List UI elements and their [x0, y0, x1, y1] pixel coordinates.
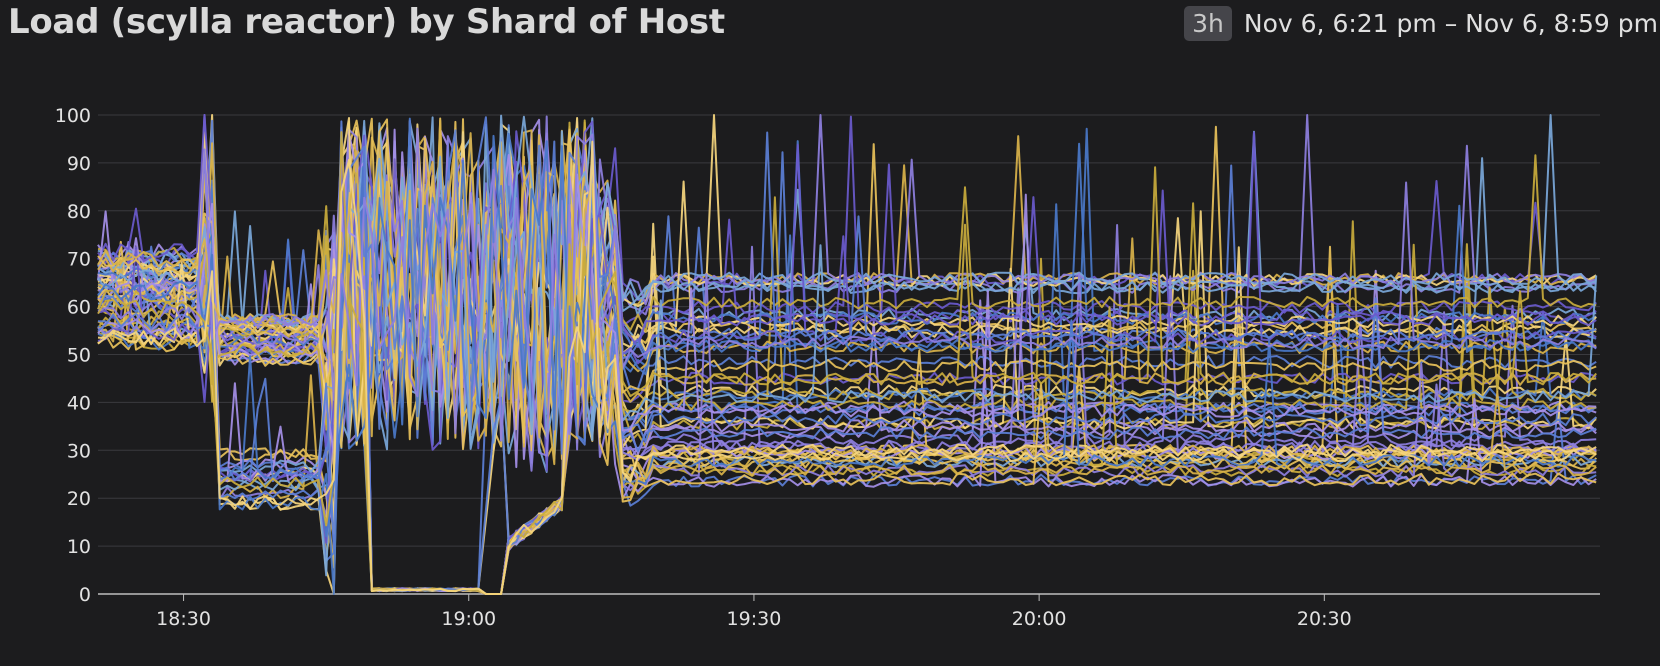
y-tick-label: 50	[67, 345, 91, 367]
series-group	[97, 114, 1598, 595]
y-tick-label: 30	[67, 440, 91, 462]
series-line[interactable]	[97, 117, 1597, 592]
series-line[interactable]	[97, 140, 1597, 595]
timeframe-badge[interactable]: 3h	[1184, 6, 1232, 41]
x-tick-label: 20:30	[1297, 608, 1352, 630]
timeframe-range[interactable]: Nov 6, 6:21 pm – Nov 6, 8:59 pm	[1243, 9, 1658, 38]
y-tick-label: 10	[67, 536, 91, 558]
y-tick-label: 70	[67, 249, 91, 271]
series-line[interactable]	[97, 150, 1597, 595]
series-line[interactable]	[97, 191, 1597, 595]
x-tick-label: 19:00	[441, 608, 496, 630]
y-tick-label: 40	[67, 392, 91, 414]
series-line[interactable]	[97, 133, 1597, 457]
y-tick-label: 80	[67, 201, 91, 223]
timeframe-selector[interactable]: 3h Nov 6, 6:21 pm – Nov 6, 8:59 pm	[1184, 6, 1658, 41]
x-tick-label: 20:00	[1012, 608, 1067, 630]
y-tick-label: 90	[67, 153, 91, 175]
y-tick-label: 60	[67, 297, 91, 319]
y-tick-label: 100	[55, 105, 91, 127]
x-tick-label: 18:30	[156, 608, 211, 630]
series-line[interactable]	[97, 131, 1597, 595]
axes: 0 10 20 30 40 50 60 70 80 90 100 18:30 19:00 19:30 20:…	[55, 105, 1352, 630]
chart-title: Load (scylla reactor) by Shard of Host	[8, 2, 725, 42]
x-tick-label: 19:30	[727, 608, 782, 630]
y-tick-label: 20	[67, 488, 91, 510]
series-line[interactable]	[97, 129, 1597, 477]
y-tick-label: 0	[79, 584, 91, 606]
